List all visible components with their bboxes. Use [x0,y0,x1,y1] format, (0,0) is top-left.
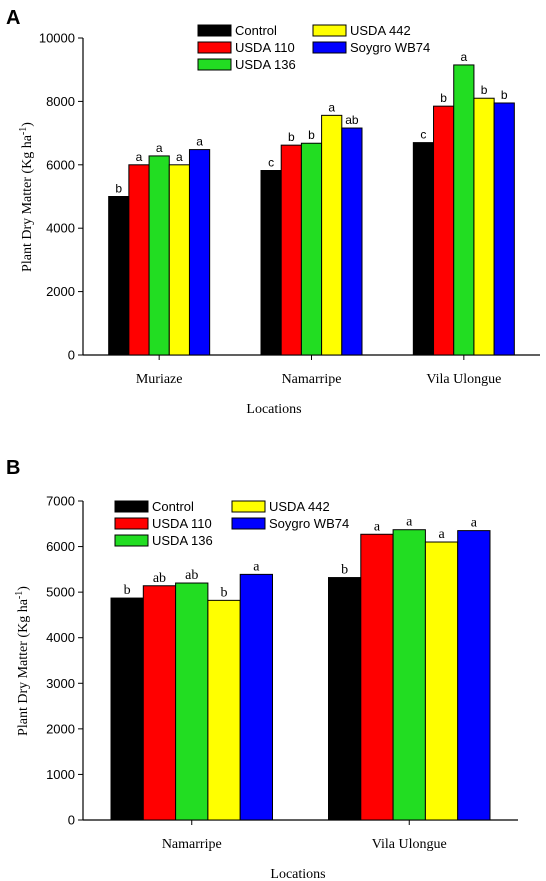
category-label: Vila Ulongue [426,372,501,387]
significance-letter: b [481,83,488,97]
bar [128,164,150,356]
y-tick-label: 3000 [46,676,75,691]
significance-letter: a [328,100,335,114]
y-tick-label: 4000 [46,630,75,645]
bar [360,533,394,821]
bar [473,97,495,356]
significance-letter: ab [153,571,166,586]
significance-letter: b [115,182,122,196]
legend-label: USDA 442 [350,23,411,38]
category-label: Namarripe [162,837,222,852]
bar [260,170,282,356]
significance-letter: b [308,128,315,142]
panel-a-ylabel: Plant Dry Matter (Kg ha-1) [18,122,35,272]
legend-label: Control [235,23,277,38]
bar [142,585,177,821]
legend-swatch [114,517,149,530]
significance-letter: c [420,128,426,142]
y-tick-label: 1000 [46,767,75,782]
legend-swatch [114,534,149,547]
panel-a-letter: A [6,7,20,29]
y-tick-label: 0 [68,813,75,828]
bar [148,155,170,356]
panel-b-xlabel: Locations [270,867,325,881]
legend-swatch [114,500,149,513]
y-tick-label: 7000 [46,494,75,509]
panel-b-letter: B [6,457,20,479]
legend-label: USDA 136 [152,533,213,548]
significance-letter: a [406,515,413,530]
y-tick-label: 4000 [46,221,75,236]
legend-label: USDA 110 [235,40,295,55]
y-tick-label: 2000 [46,721,75,736]
significance-letter: b [124,583,131,598]
legend-swatch [231,500,266,513]
legend-label: USDA 442 [269,499,330,514]
significance-letter: a [471,516,478,531]
significance-letter: a [136,150,143,164]
legend-label: USDA 110 [152,516,212,531]
bar [300,142,323,356]
legend-swatch [197,24,232,37]
bar [188,149,211,356]
bar [321,114,343,356]
bar [110,597,144,821]
bar [108,196,130,356]
bar [341,127,363,356]
y-tick-label: 8000 [46,94,75,109]
y-tick-label: 6000 [46,539,75,554]
legend-swatch [231,517,266,530]
significance-letter: a [374,519,381,534]
significance-letter: a [176,150,183,164]
legend-swatch [312,41,347,54]
legend-label: USDA 136 [235,57,296,72]
significance-letter: b [440,91,447,105]
y-tick-label: 0 [68,348,75,363]
panel-a-xlabel: Locations [246,402,301,417]
significance-letter: b [341,563,348,578]
bar [433,105,455,356]
significance-letter: a [156,141,163,155]
bar [412,142,435,356]
bar [457,530,491,821]
y-tick-label: 2000 [46,284,75,299]
bar [175,582,209,821]
bar [453,64,475,356]
legend-swatch [312,24,347,37]
significance-letter: c [268,156,274,170]
category-label: Muriaze [136,372,183,387]
bar [392,529,426,821]
bar [239,573,273,821]
legend-label: Control [152,499,194,514]
category-label: Vila Ulongue [372,837,447,852]
panel-b-ylabel: Plant Dry Matter (Kg ha-1) [14,586,31,736]
significance-letter: a [196,135,203,149]
significance-letter: b [501,88,508,102]
bar [207,599,241,821]
y-tick-label: 6000 [46,157,75,172]
y-tick-label: 10000 [39,31,75,46]
legend-swatch [197,41,232,54]
significance-letter: b [221,585,228,600]
significance-letter: ab [185,568,198,583]
bar [280,144,302,356]
bar [168,164,190,356]
significance-letter: a [460,50,467,64]
y-tick-label: 5000 [46,585,75,600]
significance-letter: ab [345,113,359,127]
bar [424,541,459,821]
legend-label: Soygro WB74 [350,40,430,55]
bar [493,102,515,356]
significance-letter: a [253,559,260,574]
legend-label: Soygro WB74 [269,516,349,531]
bar [328,577,362,821]
legend-swatch [197,58,232,71]
significance-letter: b [288,130,295,144]
significance-letter: a [438,527,445,542]
category-label: Namarripe [282,372,342,387]
